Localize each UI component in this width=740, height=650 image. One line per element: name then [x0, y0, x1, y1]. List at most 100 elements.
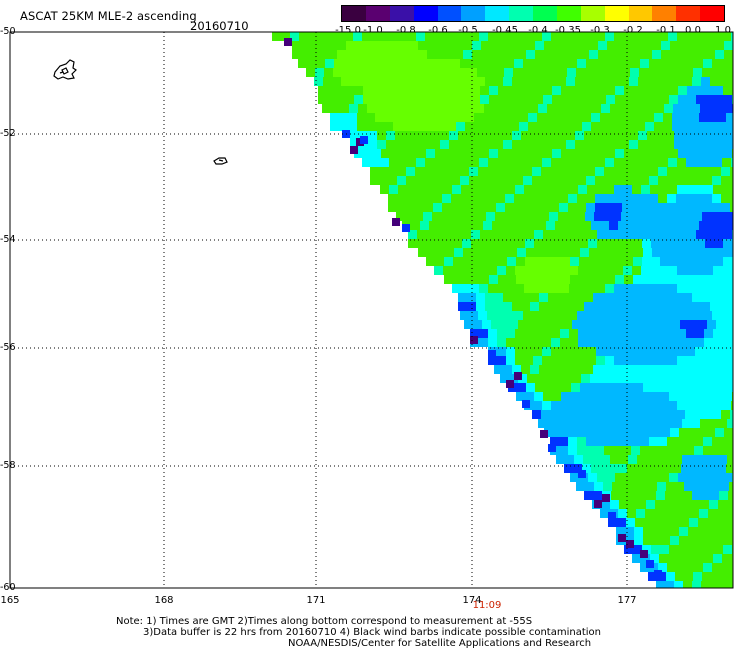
swath-cell: [512, 302, 521, 311]
swath-cell: [491, 320, 500, 329]
swath-cell: [432, 212, 441, 221]
swath-cell: [623, 338, 632, 347]
swath-cell: [532, 167, 541, 176]
swath-cell: [434, 266, 443, 275]
swath-cell: [596, 338, 605, 347]
swath-cell: [580, 428, 589, 437]
swath-cell: [492, 221, 501, 230]
swath-cell: [641, 329, 650, 338]
swath-cell: [417, 95, 426, 104]
swath-cell: [395, 140, 404, 149]
swath-cell: [685, 311, 694, 320]
swath-cell: [698, 320, 707, 329]
swath-cell: [640, 59, 649, 68]
swath-cell: [723, 275, 732, 284]
swath-cell: [512, 77, 521, 86]
swath-cell: [537, 122, 546, 131]
swath-cell: [659, 347, 668, 356]
swath-cell: [573, 122, 582, 131]
swath-cell: [559, 446, 568, 455]
swath-cell: [718, 104, 727, 113]
swath-cell: [682, 455, 691, 464]
swath-cell: [730, 437, 733, 446]
swath-cell: [611, 302, 620, 311]
swath-cell: [389, 158, 398, 167]
swath-cell: [717, 113, 726, 122]
swath-cell: [719, 581, 728, 588]
swath-cell: [561, 95, 570, 104]
swath-cell: [578, 356, 587, 365]
swath-cell: [618, 464, 627, 473]
swath-cell: [429, 122, 438, 131]
swath-cell: [731, 329, 733, 338]
swath-cell: [441, 68, 450, 77]
swath-cell: [435, 257, 444, 266]
swath-cell: [534, 86, 543, 95]
swath-cell: [660, 257, 669, 266]
swath-cell: [703, 59, 712, 68]
swath-cell: [722, 338, 731, 347]
swath-cell: [674, 140, 683, 149]
swath-cell: [522, 212, 531, 221]
swath-cell: [479, 338, 488, 347]
swath-cell: [712, 410, 721, 419]
swath-cell: [587, 284, 596, 293]
swath-cell: [587, 356, 596, 365]
swath-cell: [534, 239, 543, 248]
swath-cell: [487, 311, 496, 320]
swath-cell: [643, 41, 652, 50]
swath-cell: [445, 50, 454, 59]
swath-cell: [554, 320, 563, 329]
swath-cell: [513, 212, 522, 221]
swath-cell: [701, 581, 710, 588]
swath-cell: [603, 212, 612, 221]
swath-cell: [677, 185, 686, 194]
swath-cell: [517, 50, 526, 59]
swath-cell: [704, 329, 713, 338]
swath-cell: [465, 113, 474, 122]
swath-cell: [629, 302, 638, 311]
swath-cell: [310, 41, 319, 50]
swath-cell: [713, 158, 722, 167]
swath-cell: [535, 50, 544, 59]
swath-cell: [474, 221, 483, 230]
swath-cell: [673, 104, 682, 113]
swath-cell: [690, 113, 699, 122]
swath-cell: [682, 500, 691, 509]
swath-cell: [559, 194, 568, 203]
swath-cell: [695, 401, 704, 410]
swath-cell: [587, 338, 596, 347]
swath-cell: [680, 374, 689, 383]
swath-cell: [488, 185, 497, 194]
swath-cell: [535, 248, 544, 257]
swath-cell: [423, 212, 432, 221]
lat-lon-grid: [10, 32, 733, 588]
swath-cell: [454, 248, 463, 257]
swath-cell: [499, 41, 508, 50]
swath-cell: [684, 212, 693, 221]
swath-cell: [658, 176, 667, 185]
swath-cell: [652, 50, 661, 59]
swath-cell: [585, 212, 594, 221]
swath-cell: [632, 158, 641, 167]
swath-cell: [593, 77, 602, 86]
swath-cell: [612, 212, 621, 221]
swath-cell: [658, 563, 667, 572]
swath-cell: [424, 194, 433, 203]
swath-cell: [488, 356, 497, 365]
swath-cell: [467, 131, 476, 140]
swath-cell: [623, 158, 632, 167]
swath-cell: [445, 41, 454, 50]
swath-cell: [719, 131, 728, 140]
swath-cell: [435, 95, 444, 104]
swath-cell: [668, 338, 677, 347]
swath-cell: [637, 500, 646, 509]
swath-cell: [626, 320, 635, 329]
swath-cell: [660, 275, 669, 284]
swath-cell: [512, 131, 521, 140]
swath-cell: [498, 239, 507, 248]
swath-cell: [458, 131, 467, 140]
swath-cell: [582, 221, 591, 230]
swath-cell: [521, 140, 530, 149]
swath-cell: [386, 77, 395, 86]
